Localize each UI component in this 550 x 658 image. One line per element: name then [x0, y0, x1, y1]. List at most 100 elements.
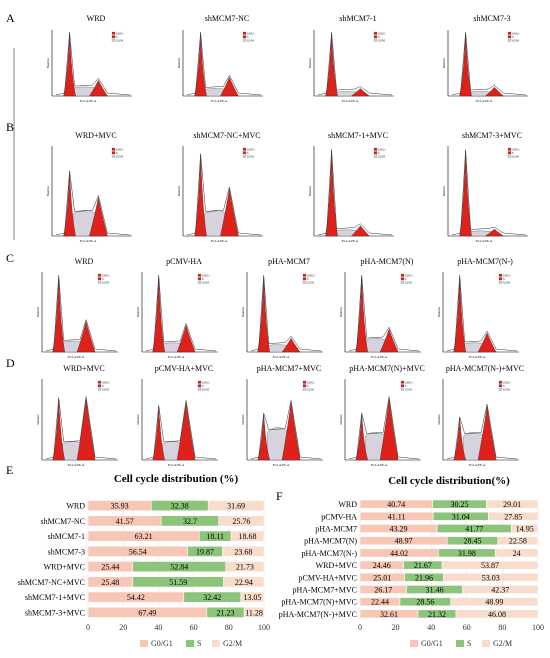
histogram-legend-swatch: [400, 280, 405, 284]
histogram-legend-swatch: [302, 273, 307, 277]
histogram-x-label: FL2-A:PE-A: [342, 99, 359, 103]
histogram-legend-label: G2/M: [512, 155, 519, 158]
histogram-legend-swatch: [400, 273, 405, 277]
x-tick-label: 80: [498, 623, 506, 632]
histogram-x-label: FL2-A:PE-A: [273, 355, 290, 359]
histogram-legend-swatch: [498, 384, 503, 388]
category-label: WRD: [66, 502, 85, 511]
category-label: shMCM7-NC+MVC: [18, 578, 85, 587]
data-label: 25.76: [232, 517, 250, 526]
histogram-legend-swatch: [302, 384, 307, 388]
panel-label-b: B: [6, 120, 14, 134]
data-label: 44.02: [390, 549, 408, 558]
histogram-x-label: FL2-A:PE-A: [211, 239, 228, 243]
data-label: 32.38: [171, 502, 189, 511]
histogram-legend-label: S: [378, 36, 380, 39]
histogram-legend-swatch: [507, 31, 512, 35]
histogram-legend-swatch: [507, 35, 512, 39]
histogram-legend-label: S: [512, 36, 514, 39]
histogram-g2m-peak: [176, 402, 196, 461]
histogram-title: pHA-MCM7(N-)+MVC: [446, 364, 524, 373]
histogram-g0g1-peak: [325, 33, 338, 97]
bar-segment-g2-m: [218, 515, 265, 527]
data-label: 27.85: [504, 512, 522, 521]
histogram-legend-label: G2/M: [378, 39, 385, 42]
histogram-legend-label: G0/G1: [512, 32, 520, 35]
histogram-legend-label: G2/M: [116, 39, 123, 42]
histogram-title: shMCM7-3+MVC: [462, 131, 522, 140]
histogram-legend-swatch: [197, 277, 202, 281]
histogram-envelope-line: [45, 396, 117, 460]
histogram-legend-swatch: [373, 35, 378, 39]
x-tick-label: 60: [463, 623, 471, 632]
histogram-x-label: FL2-A:PE-A: [469, 355, 486, 359]
histogram-title: WRD: [75, 257, 94, 266]
histogram-legend-swatch: [400, 387, 405, 391]
histogram-envelope-line: [348, 274, 420, 352]
data-label: 31.69: [227, 502, 245, 511]
category-label: shMCM7-3+MVC: [25, 608, 85, 617]
histogram-envelope-line: [446, 404, 518, 460]
bar-segment-g2-m: [223, 576, 265, 588]
histogram-legend-swatch: [302, 277, 307, 281]
histogram-legend-swatch: [373, 38, 378, 42]
histogram-title: pHA-MCM7(N-): [457, 257, 513, 266]
histogram-legend-label: G2/M: [503, 281, 510, 284]
histogram-y-label: Number: [46, 185, 50, 196]
data-label: 28.45: [463, 537, 481, 546]
histogram-legend-label: S: [405, 385, 407, 388]
data-label: 56.54: [129, 547, 147, 556]
data-label: 42.37: [491, 586, 509, 595]
histogram-g2m-peak: [76, 321, 96, 353]
category-label: pHA-MCM7: [315, 525, 357, 534]
histogram-x-label: FL2-A:PE-A: [80, 99, 97, 103]
histogram-legend-swatch: [242, 151, 247, 155]
histogram-x-label: FL2-A:PE-A: [168, 355, 185, 359]
histogram-legend-label: S: [512, 152, 514, 155]
category-label: WRD+MVC: [44, 563, 85, 572]
cell-cycle-bar-chart-e: E Cell cycle distribution (%) 0 20 40 60 80 100…: [6, 463, 270, 648]
histogram-legend-label: S: [102, 385, 104, 388]
data-label: 13.05: [243, 593, 261, 602]
category-label: pCMV-HA+MVC: [299, 573, 357, 582]
histogram-legend-swatch: [111, 147, 116, 151]
histogram-g2m-peak: [350, 88, 370, 97]
data-label: 40.74: [387, 500, 405, 509]
histogram-legend-label: G0/G1: [102, 274, 110, 277]
data-label: 31.98: [458, 549, 476, 558]
histogram-d-4: pHA-MCM7(N)+MVC FL2-A:PE-A Number G0/G1SG2/…: [339, 364, 425, 467]
data-label: 21.67: [414, 561, 432, 570]
histogram-legend-label: G0/G1: [503, 381, 511, 384]
histogram-legend-swatch: [197, 380, 202, 384]
histogram-x-label: FL2-A:PE-A: [371, 463, 388, 467]
data-label: 51.59: [169, 578, 187, 587]
histogram-legend-swatch: [373, 154, 378, 158]
histogram-g0g1-peak: [459, 33, 472, 97]
histogram-y-label: Number: [177, 185, 181, 196]
histogram-g0g1-peak: [194, 33, 207, 97]
histogram-envelope-line: [145, 400, 217, 460]
histogram-y-label: Number: [437, 413, 441, 424]
histogram-legend-swatch: [507, 147, 512, 151]
histogram-g2m-peak: [484, 228, 505, 237]
histogram-legend-swatch: [97, 273, 102, 277]
histogram-envelope-line: [186, 153, 262, 236]
histogram-legend-swatch: [400, 380, 405, 384]
histogram-legend-label: S: [307, 385, 309, 388]
histogram-legend-label: G2/M: [512, 39, 519, 42]
histogram-y-label: Number: [339, 413, 343, 424]
histogram-legend-label: G2/M: [247, 155, 254, 158]
data-label: 35.93: [111, 502, 129, 511]
histogram-legend-swatch: [97, 280, 102, 284]
histogram-legend-label: S: [116, 36, 118, 39]
histogram-legend-swatch: [111, 154, 116, 158]
histogram-x-label: FL2-A:PE-A: [469, 463, 486, 467]
